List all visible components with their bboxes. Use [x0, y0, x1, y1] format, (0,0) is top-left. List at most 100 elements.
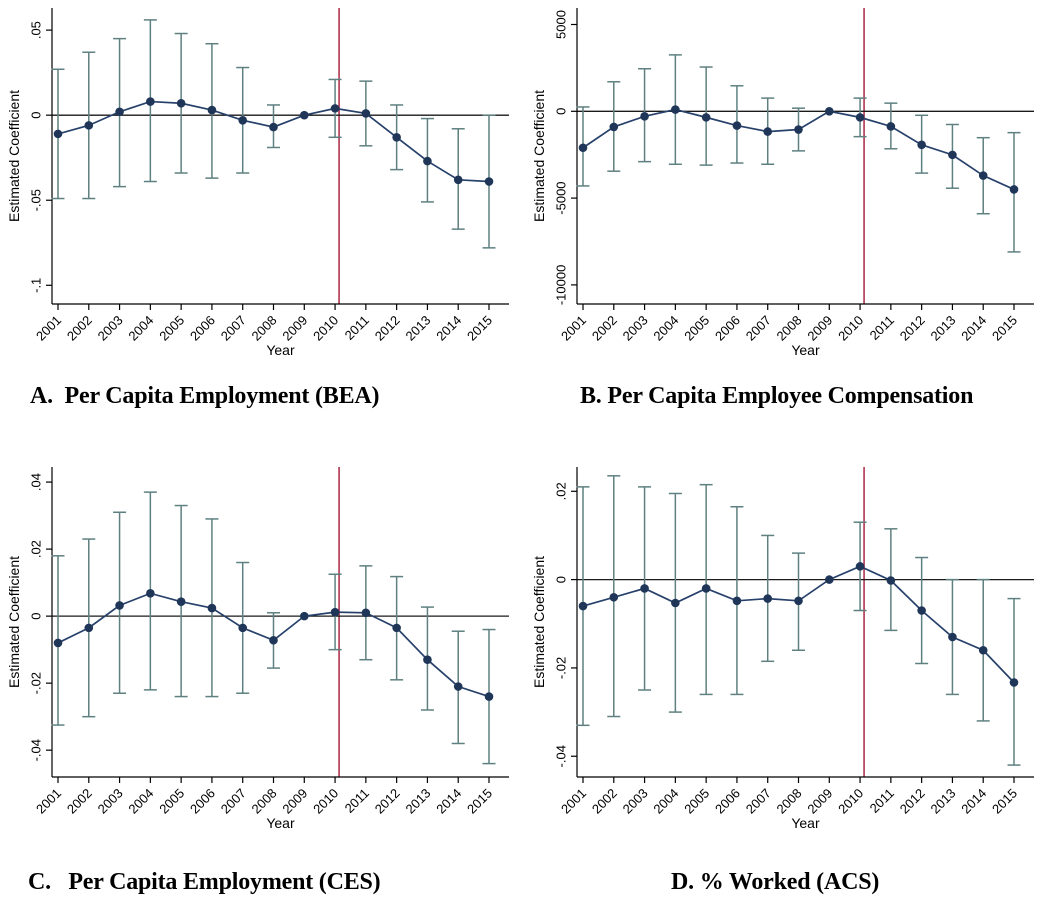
data-point [917, 140, 926, 150]
coefficient-markers [53, 97, 494, 186]
panel-a-chart: .05 0 -.05 -.1 Estimated Coefficient 2001 2002… [0, 0, 525, 362]
svg-text:2011: 2011 [867, 786, 897, 816]
data-point [238, 115, 248, 125]
data-point [824, 575, 834, 584]
data-point [671, 598, 680, 608]
data-point [824, 106, 834, 116]
x-axis-label: Year [266, 342, 295, 358]
data-point [609, 122, 619, 132]
data-point [299, 110, 309, 120]
data-point [115, 107, 124, 117]
svg-text:2012: 2012 [372, 313, 403, 344]
y-axis-ticks: .05 0 -.05 -.1 [29, 21, 52, 293]
svg-text:2009: 2009 [804, 313, 835, 344]
svg-text:Estimated Coefficient: Estimated Coefficient [531, 556, 547, 688]
svg-text:2005: 2005 [681, 786, 712, 817]
svg-text:2009: 2009 [279, 786, 310, 817]
svg-text:-10000: -10000 [554, 265, 569, 305]
svg-text:2009: 2009 [804, 786, 835, 817]
svg-text:Year: Year [266, 342, 295, 358]
x-axis-ticks: 2001 2002 2003 2004 2005 2006 2007 2008 2009 2010… [558, 304, 1020, 344]
data-point [361, 109, 371, 118]
panel-c-chart: .04 .02 0 -.02 -.04 Estimated Coefficient 2001… [0, 453, 525, 835]
svg-text:2008: 2008 [249, 786, 280, 817]
data-point [176, 98, 186, 108]
y-axis-label: Estimated Coefficient [531, 556, 547, 688]
data-point [53, 129, 63, 139]
data-point [578, 601, 588, 611]
data-point [361, 608, 371, 618]
svg-text:2014: 2014 [433, 313, 464, 344]
coefficient-markers [578, 105, 1019, 194]
data-point [207, 105, 217, 115]
x-axis-label: Year [791, 342, 820, 358]
x-axis-ticks: 2001 2002 2003 2004 2005 2006 2007 2008 2009 2010… [33, 304, 495, 344]
data-point [794, 596, 803, 606]
svg-text:2001: 2001 [558, 786, 589, 817]
svg-text:2015: 2015 [989, 313, 1020, 344]
svg-text:2004: 2004 [125, 786, 156, 817]
svg-text:-.04: -.04 [554, 745, 569, 767]
svg-text:2002: 2002 [589, 313, 620, 344]
svg-text:2014: 2014 [958, 313, 989, 344]
data-point [330, 104, 340, 113]
svg-text:2007: 2007 [218, 313, 249, 344]
svg-text:2010: 2010 [835, 786, 866, 817]
x-axis-ticks: 2001 2002 2003 2004 2005 2006 2007 2008 2009 2010… [33, 777, 495, 817]
svg-text:2007: 2007 [218, 786, 249, 817]
data-point [115, 601, 124, 610]
svg-text:2003: 2003 [95, 786, 126, 817]
svg-text:2011: 2011 [867, 313, 897, 343]
svg-text:2008: 2008 [774, 786, 805, 817]
data-point [238, 623, 248, 633]
svg-text:2013: 2013 [927, 786, 958, 817]
svg-text:2005: 2005 [156, 786, 187, 817]
data-point [207, 603, 217, 613]
svg-text:2013: 2013 [927, 313, 958, 344]
svg-text:2009: 2009 [279, 313, 310, 344]
data-point [794, 125, 803, 134]
svg-text:2004: 2004 [650, 313, 681, 344]
data-point [978, 171, 988, 180]
svg-text:2002: 2002 [64, 313, 95, 344]
svg-text:2005: 2005 [681, 313, 712, 344]
svg-text:.02: .02 [554, 482, 569, 500]
svg-text:2008: 2008 [774, 313, 805, 344]
y-axis-label: Estimated Coefficient [6, 90, 22, 222]
svg-text:2012: 2012 [897, 786, 928, 817]
svg-text:0: 0 [554, 576, 569, 583]
svg-text:2003: 2003 [95, 313, 126, 344]
svg-text:2003: 2003 [620, 786, 651, 817]
data-point [84, 121, 94, 130]
svg-text:2012: 2012 [897, 313, 928, 344]
svg-text:2010: 2010 [310, 313, 341, 344]
data-point [732, 121, 742, 130]
data-point [763, 127, 773, 136]
data-point [855, 113, 865, 122]
svg-text:.02: .02 [29, 540, 44, 558]
y-axis-ticks: .02 0 -.02 -.04 [554, 482, 577, 767]
panel-a-title: A. Per Capita Employment (BEA) [30, 383, 380, 409]
svg-text:5000: 5000 [554, 10, 569, 39]
svg-text:0: 0 [29, 112, 44, 119]
data-point [855, 562, 865, 571]
axes [576, 8, 1034, 305]
svg-text:Year: Year [266, 815, 295, 831]
data-point [453, 175, 463, 185]
svg-text:2006: 2006 [187, 313, 218, 344]
data-point [330, 607, 340, 617]
svg-text:Estimated Coefficient: Estimated Coefficient [6, 90, 22, 222]
data-point [176, 597, 186, 607]
axes [51, 8, 509, 305]
svg-text:.05: .05 [29, 21, 44, 39]
data-point [53, 638, 63, 648]
svg-text:2006: 2006 [187, 786, 218, 817]
data-point [423, 655, 432, 665]
svg-text:2014: 2014 [433, 786, 464, 817]
data-point [701, 584, 711, 593]
data-point [146, 589, 155, 598]
panel-c-title: C. Per Capita Employment (CES) [28, 869, 381, 895]
svg-text:2015: 2015 [989, 786, 1020, 817]
data-point [732, 596, 742, 606]
